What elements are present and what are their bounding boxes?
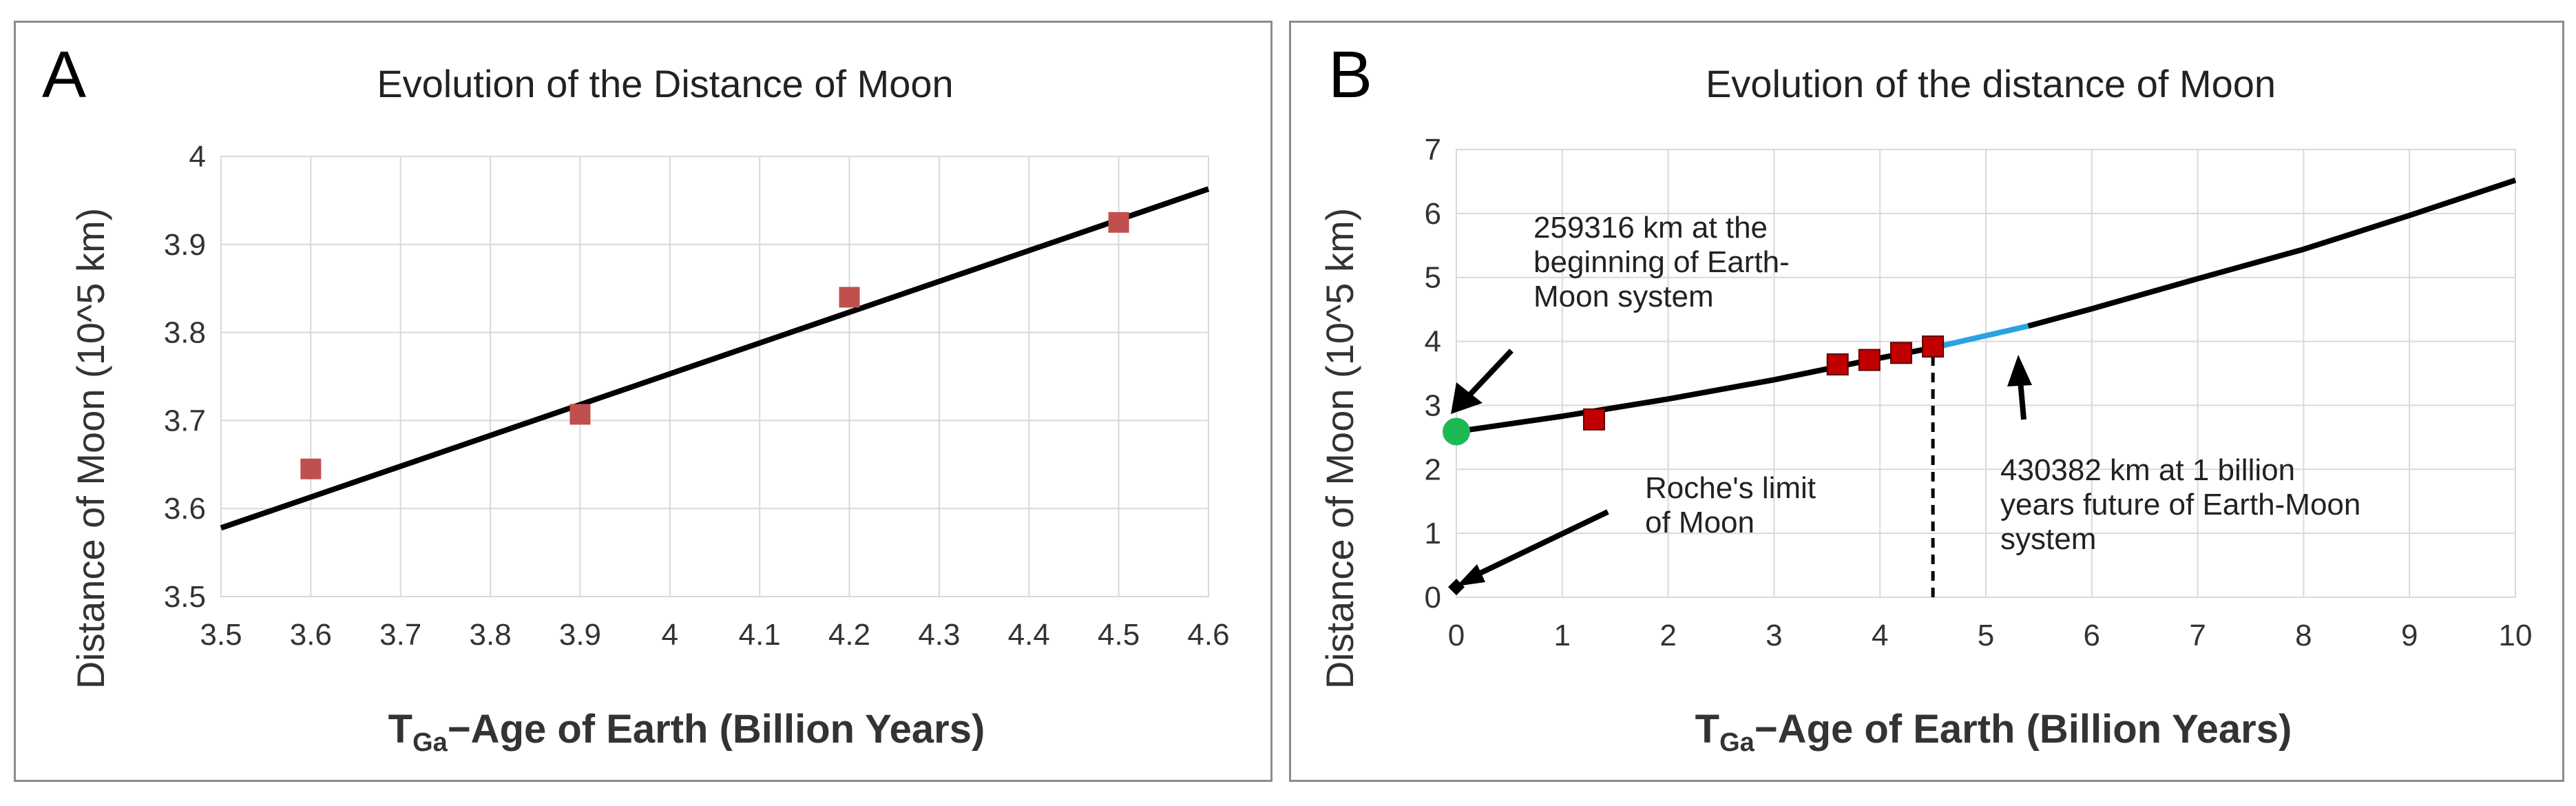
y-tick-label: 3.6 (164, 492, 206, 526)
y-tick-label: 3.7 (164, 404, 206, 437)
x-tick-label: 10 (2499, 619, 2533, 652)
chart-panel-b: B Evolution of the distance of Moon 0 1 2 3… (1289, 21, 2564, 782)
chart-title-a: Evolution of the Distance of Moon (377, 62, 953, 105)
annotation-roche-arrowhead (1456, 564, 1485, 586)
y-tick-label: 0 (1425, 581, 1441, 614)
annotation-future-line-1: 430382 km at 1 billion (2000, 453, 2295, 487)
y-tick-label: 4 (189, 140, 206, 174)
x-tick-label: 3 (1766, 619, 1782, 652)
y-tick-label: 1 (1425, 517, 1441, 550)
y-tick-label: 3.9 (164, 228, 206, 262)
x-tick-label: 4.6 (1187, 618, 1229, 652)
y-tick-label: 3 (1425, 389, 1441, 422)
chart-title-b: Evolution of the distance of Moon (1706, 62, 2276, 105)
data-point-square (300, 458, 322, 479)
annotation-future-line-3: system (2000, 522, 2096, 556)
y-axis-title-b: Distance of Moon (10^5 km) (1318, 208, 1361, 690)
panel-letter-b: B (1328, 38, 1372, 112)
series-line (2027, 177, 2517, 329)
annotation-start-arrow-line (1463, 349, 1514, 402)
series-line (1456, 344, 1934, 435)
x-tick-label: 4 (662, 618, 678, 652)
data-point-square (1582, 408, 1605, 431)
x-tick-label: 9 (2401, 619, 2418, 652)
data-point-square (1889, 342, 1912, 364)
data-point-square (1826, 353, 1849, 375)
data-point-circle (1443, 417, 1470, 446)
series-line (1932, 323, 2029, 351)
x-tick-label: 2 (1659, 619, 1676, 652)
x-tick-label: 8 (2295, 619, 2312, 652)
x-tick-label: 3.9 (559, 618, 601, 652)
annotation-start: 259316 km at the beginning of Earth- Moo… (1451, 211, 1790, 414)
x-tick-label: 5 (1978, 619, 1994, 652)
x-tick-label: 4.5 (1098, 618, 1140, 652)
y-tick-label: 2 (1425, 453, 1441, 486)
data-point-square (1858, 349, 1881, 371)
y-tick-label: 4 (1425, 325, 1441, 359)
annotation-start-line-1: 259316 km at the (1533, 211, 1768, 245)
x-tick-label: 4.4 (1008, 618, 1050, 652)
data-point-square (839, 287, 860, 308)
y-tick-label: 3.8 (164, 316, 206, 350)
annotation-roche-arrow-line (1472, 509, 1609, 579)
annotation-start-line-3: Moon system (1533, 280, 1714, 313)
x-axis-title-a: TGa−Age of Earth (Billion Years) (388, 707, 985, 757)
y-tick-label: 3.5 (164, 580, 206, 614)
annotation-start-arrowhead (1451, 382, 1483, 414)
series-line (220, 186, 1210, 531)
chart-a-svg: A Evolution of the Distance of Moon 3.5 3… (42, 38, 1230, 757)
panel-letter-a: A (42, 38, 86, 112)
annotation-future-line-2: years future of Earth-Moon (2000, 488, 2360, 521)
annotation-start-line-2: beginning of Earth- (1533, 245, 1790, 279)
data-point-square (569, 404, 591, 425)
data-point-square (1922, 335, 1945, 358)
x-tick-label: 4.2 (828, 618, 870, 652)
x-tick-label: 4.3 (918, 618, 960, 652)
y-axis-title-a: Distance of Moon (10^5 km) (69, 208, 112, 690)
annotation-roche-line-2: of Moon (1645, 506, 1755, 539)
x-tick-label: 3.5 (200, 618, 242, 652)
y-tick-label: 7 (1425, 133, 1441, 167)
plot-area (220, 156, 1209, 597)
y-tick-label: 5 (1425, 261, 1441, 295)
x-axis-title-b: TGa−Age of Earth (Billion Years) (1695, 707, 2292, 757)
x-tick-label: 4 (1872, 619, 1888, 652)
x-tick-label: 0 (1448, 619, 1465, 652)
chart-panel-a: A Evolution of the Distance of Moon 3.5 3… (14, 21, 1273, 782)
x-tick-label: 1 (1554, 619, 1571, 652)
data-point-square (1108, 211, 1129, 233)
x-tick-label: 7 (2189, 619, 2206, 652)
annotation-future-arrowhead (2007, 355, 2032, 386)
x-tick-label: 6 (2084, 619, 2100, 652)
annotation-roche-line-1: Roche's limit (1645, 471, 1816, 505)
x-tick-label: 3.6 (290, 618, 332, 652)
y-tick-label: 6 (1425, 197, 1441, 231)
x-tick-label: 4.1 (739, 618, 781, 652)
chart-b-svg: B Evolution of the distance of Moon 0 1 2 3… (1318, 38, 2533, 757)
annotation-roche: Roche's limit of Moon (1456, 471, 1816, 586)
annotation-future: 430382 km at 1 billion years future of E… (2000, 355, 2360, 556)
x-tick-label: 3.7 (379, 618, 421, 652)
x-tick-label: 3.8 (470, 618, 512, 652)
